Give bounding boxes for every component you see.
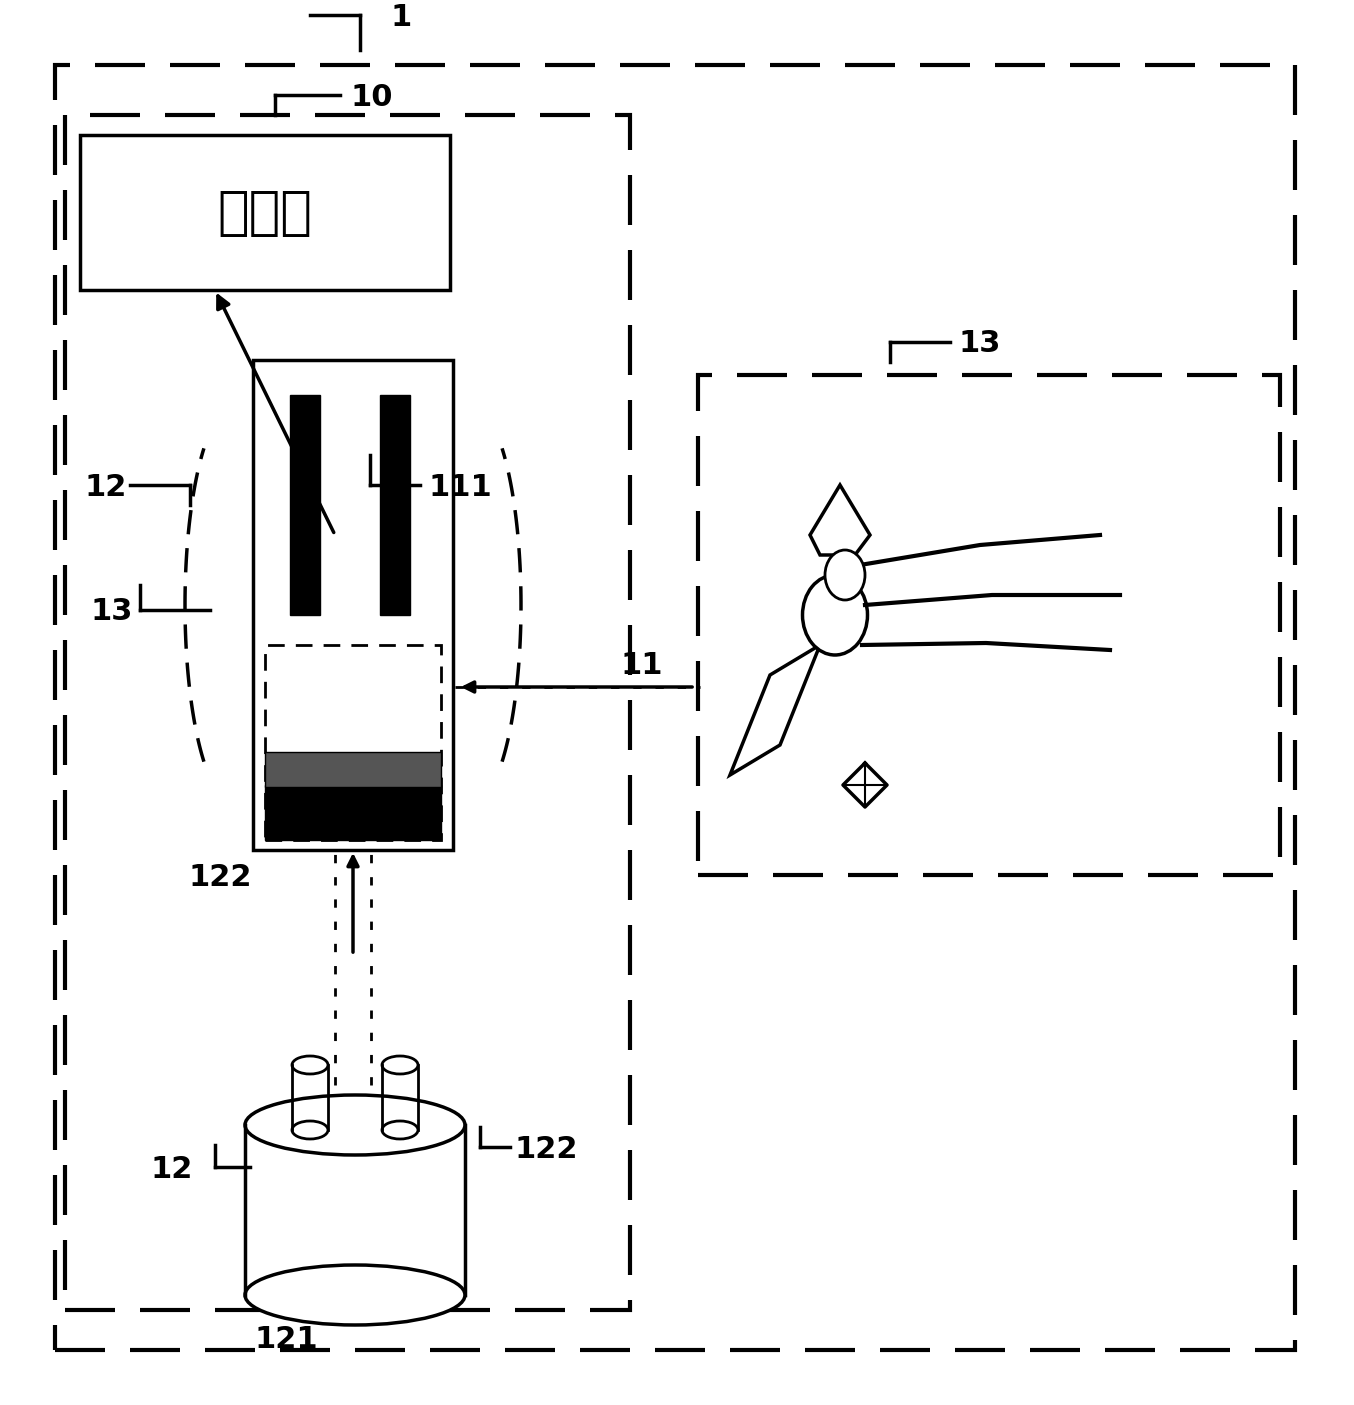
Text: 122: 122 (515, 1134, 578, 1163)
Polygon shape (810, 485, 871, 555)
Bar (380, 395, 410, 615)
Text: 12: 12 (85, 472, 127, 502)
Bar (265, 752, 441, 787)
Bar (65, 115, 630, 1309)
Ellipse shape (382, 1057, 418, 1073)
Text: 10: 10 (349, 83, 393, 111)
Text: 111: 111 (428, 472, 492, 502)
Bar (265, 785, 441, 840)
Ellipse shape (245, 1264, 464, 1325)
Bar (80, 135, 450, 289)
Text: 12: 12 (150, 1155, 192, 1183)
Bar (253, 360, 454, 850)
Ellipse shape (292, 1121, 328, 1139)
Bar (265, 645, 441, 840)
Ellipse shape (382, 1121, 418, 1139)
Ellipse shape (292, 1057, 328, 1073)
Bar (290, 395, 320, 615)
Text: 感测器: 感测器 (218, 187, 313, 239)
Text: 121: 121 (255, 1325, 318, 1354)
Ellipse shape (803, 575, 868, 655)
Text: 13: 13 (959, 330, 1001, 358)
Text: 11: 11 (620, 651, 662, 680)
Bar (699, 375, 1280, 875)
Text: 13: 13 (89, 597, 133, 627)
Ellipse shape (245, 1094, 464, 1155)
Text: 1: 1 (390, 3, 412, 31)
Ellipse shape (825, 549, 865, 600)
Polygon shape (730, 645, 821, 776)
Text: 122: 122 (188, 863, 252, 892)
